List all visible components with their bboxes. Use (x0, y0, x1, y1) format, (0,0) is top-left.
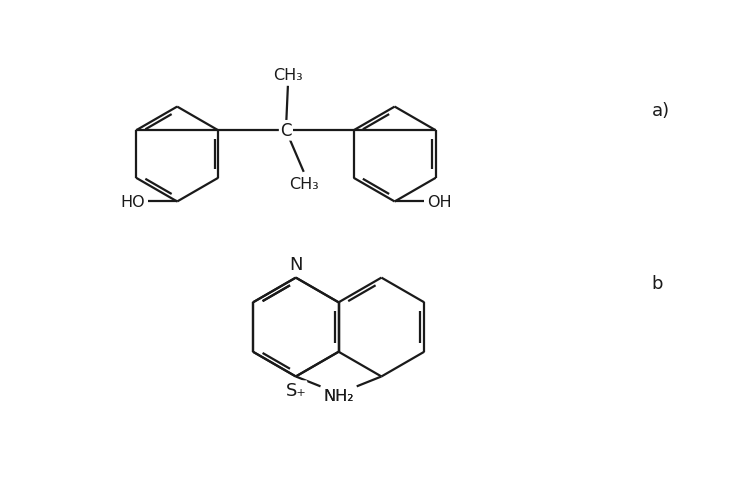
Text: NH₂: NH₂ (324, 388, 354, 404)
Text: CH₃: CH₃ (289, 177, 318, 191)
Text: HO: HO (120, 195, 144, 209)
Text: N: N (289, 255, 302, 273)
Text: a): a) (651, 102, 670, 119)
Text: b: b (651, 274, 663, 292)
Text: NH₂: NH₂ (324, 388, 354, 404)
Text: OH: OH (427, 195, 452, 209)
Text: CH₃: CH₃ (273, 68, 303, 82)
Text: S₊: S₊ (285, 382, 306, 400)
Text: C: C (280, 122, 291, 140)
